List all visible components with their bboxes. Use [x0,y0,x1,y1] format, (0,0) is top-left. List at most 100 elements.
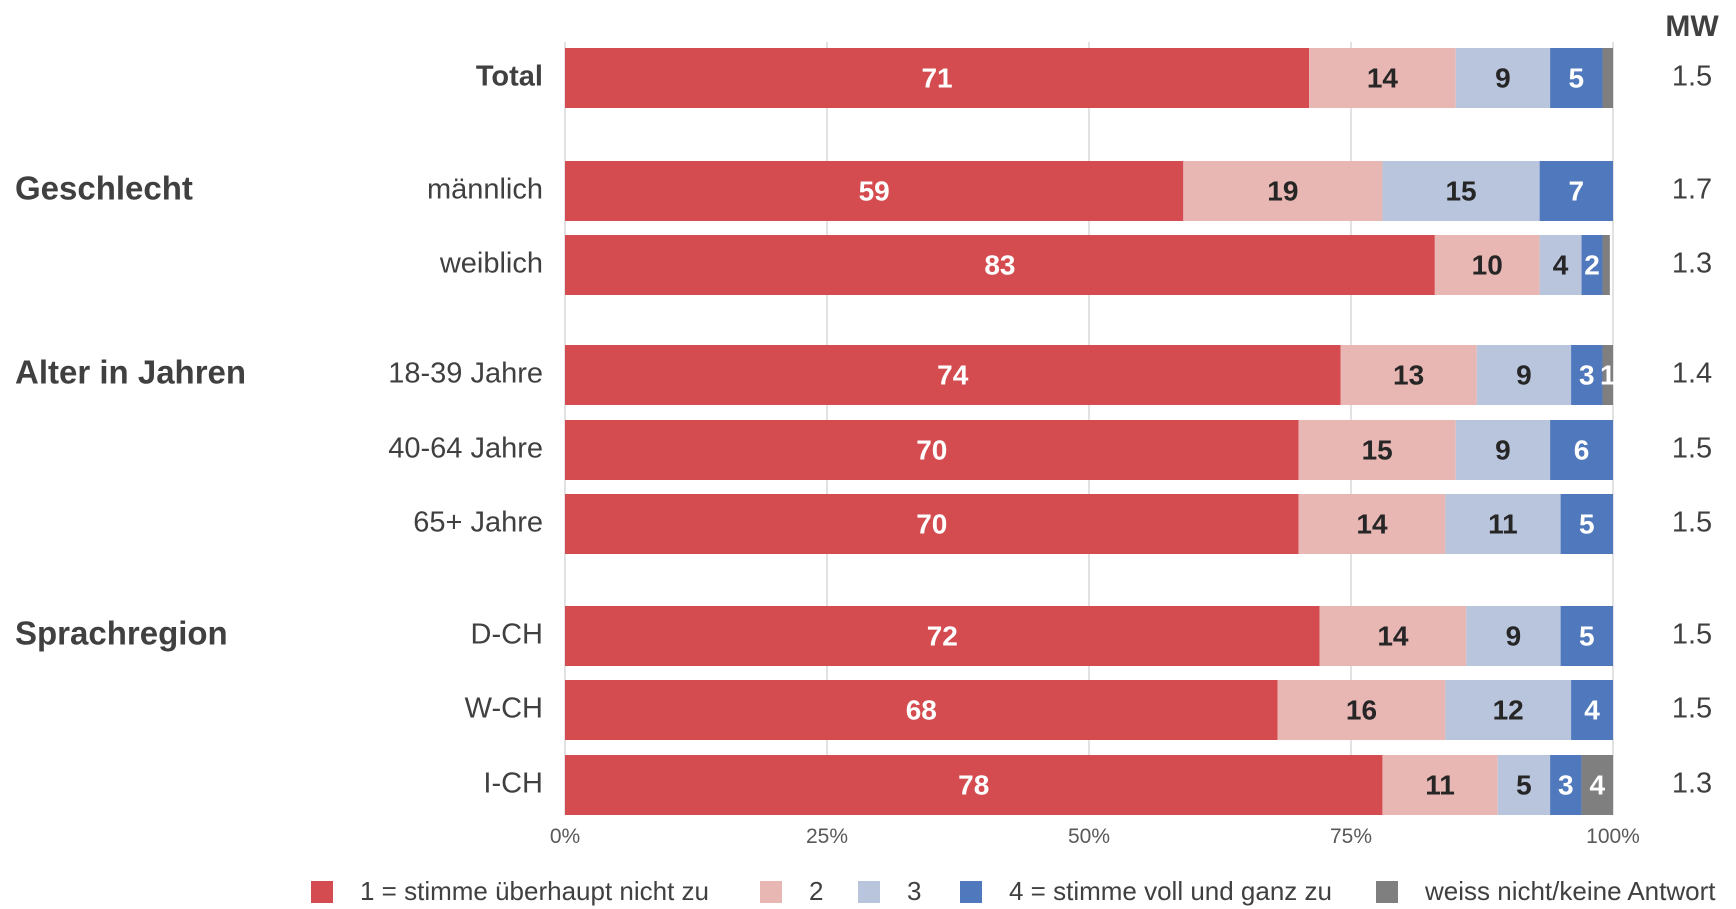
mw-value: 1.3 [1672,768,1712,800]
legend-label: weiss nicht/keine Antwort [1424,876,1716,906]
mw-value: 1.7 [1672,174,1712,206]
bar-segment [565,48,1310,108]
bar-segment [1560,494,1613,554]
mw-column: MW 1.5 1.7 1.3 1.4 1.5 1.5 1.5 1.5 1.3 [1665,10,1719,800]
bar-segment [565,345,1341,405]
x-tick-label: 75% [1330,825,1372,848]
bar-segment [565,494,1299,554]
data-label: 9 [1495,435,1511,466]
data-label: 5 [1569,63,1585,94]
data-label: 5 [1579,621,1595,652]
bar-segment [1560,606,1613,666]
bar-segment [1183,161,1383,221]
data-label: 4 [1589,770,1605,801]
data-label: 15 [1362,435,1393,466]
row-label: Total [476,61,543,93]
data-label: 5 [1516,770,1532,801]
mw-value: 1.5 [1672,61,1712,93]
mw-value: 1.5 [1672,693,1712,725]
legend-swatch [760,881,782,903]
data-label: 1 [1600,360,1616,391]
bar-segment [1602,345,1613,405]
data-label: 72 [927,621,958,652]
row-label: I-CH [483,768,543,800]
x-tick-label: 25% [806,825,848,848]
bar-segment [565,161,1184,221]
data-label: 70 [916,435,947,466]
bar-segment [565,755,1383,815]
data-label: 59 [859,176,890,207]
data-label: 11 [1425,770,1455,801]
bar-segment [1497,755,1551,815]
mw-header: MW [1665,10,1719,43]
mw-value: 1.4 [1672,358,1712,390]
bar-segment [1455,48,1551,108]
bar-segment [1550,755,1582,815]
row-label: weiblich [439,248,543,280]
legend-swatch [960,881,982,903]
data-label: 13 [1393,360,1424,391]
bar-segment [1571,680,1613,740]
bar-segment [565,420,1299,480]
data-label: 78 [958,770,989,801]
mw-value: 1.5 [1672,507,1712,539]
mw-value: 1.3 [1672,248,1712,280]
data-label: 9 [1516,360,1532,391]
bar-segment [1571,345,1603,405]
bar-segment [1445,680,1572,740]
data-label: 68 [906,695,937,726]
bar-segment [565,235,1435,295]
data-label: 5 [1579,509,1595,540]
mw-value: 1.5 [1672,433,1712,465]
legend-swatch [311,881,333,903]
bar-segment [1602,235,1610,295]
row-label: 18-39 Jahre [388,358,543,390]
data-label: 3 [1579,360,1595,391]
data-label: 4 [1584,695,1600,726]
bar-segment [1434,235,1540,295]
bar-segment [1382,755,1498,815]
bar-segment [565,606,1320,666]
bar-segment [1476,345,1572,405]
x-tick-label: 50% [1068,825,1110,848]
data-label: 4 [1553,250,1569,281]
legend-swatch [1376,881,1398,903]
bar-segment [565,680,1278,740]
legend-swatch [858,881,880,903]
data-label: 14 [1356,509,1388,540]
data-label: 9 [1495,63,1511,94]
data-label: 11 [1488,509,1518,540]
bar-segment [1340,345,1477,405]
bar-segment [1319,606,1467,666]
bars: 71 14 9 559 19 15 783 10 4 274 13 9 3 170 15 9 670 14 11 57… [565,48,1616,815]
bar-segment [1382,161,1540,221]
mw-value: 1.5 [1672,619,1712,651]
bar-segment [1309,48,1456,108]
bar-segment [1445,494,1561,554]
x-tick-label: 100% [1586,825,1640,848]
bar-segment [1581,235,1603,295]
category-labels: Total Geschlecht männlich weiblich Alter in … [15,61,543,800]
legend-label: 4 = stimme voll und ganz zu [1009,876,1332,906]
group-label: Sprachregion [15,615,228,652]
row-label: D-CH [471,619,544,651]
data-label: 2 [1584,250,1600,281]
row-label: männlich [427,174,543,206]
data-label: 14 [1377,621,1409,652]
bar-segment [1550,420,1613,480]
group-label: Geschlecht [15,170,193,207]
data-label: 70 [916,509,947,540]
data-label: 16 [1346,695,1377,726]
row-label: W-CH [465,693,543,725]
data-label: 6 [1574,435,1590,466]
row-label: 40-64 Jahre [388,433,543,465]
data-label: 15 [1445,176,1476,207]
data-label: 12 [1493,695,1524,726]
data-label: 19 [1267,176,1298,207]
data-label: 71 [921,63,952,94]
x-tick-label: 0% [550,825,580,848]
legend: 1 = stimme überhaupt nicht zu 2 3 4 = stimm… [311,876,1716,906]
group-label: Alter in Jahren [15,354,246,391]
bar-segment [1455,420,1551,480]
